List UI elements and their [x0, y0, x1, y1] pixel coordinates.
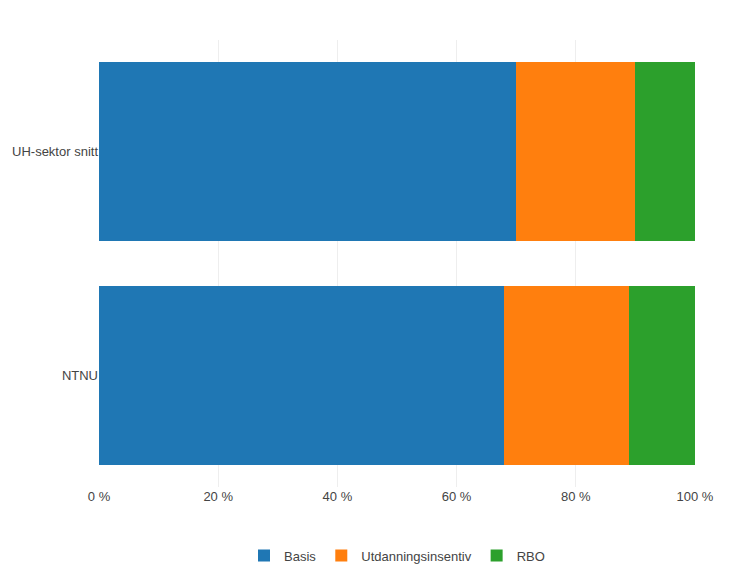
svg-text:40 %: 40 % [323, 489, 353, 504]
svg-text:100 %: 100 % [677, 489, 714, 504]
svg-text:80 %: 80 % [561, 489, 591, 504]
svg-text:0 %: 0 % [88, 489, 111, 504]
svg-text:60 %: 60 % [442, 489, 472, 504]
svg-text:UH-sektor snitt: UH-sektor snitt [12, 144, 98, 159]
svg-text:Basis: Basis [284, 549, 316, 564]
svg-text:RBO: RBO [517, 549, 545, 564]
svg-text:Utdanningsinsentiv: Utdanningsinsentiv [361, 549, 471, 564]
svg-text:20 %: 20 % [203, 489, 233, 504]
svg-text:NTNU: NTNU [62, 368, 98, 383]
